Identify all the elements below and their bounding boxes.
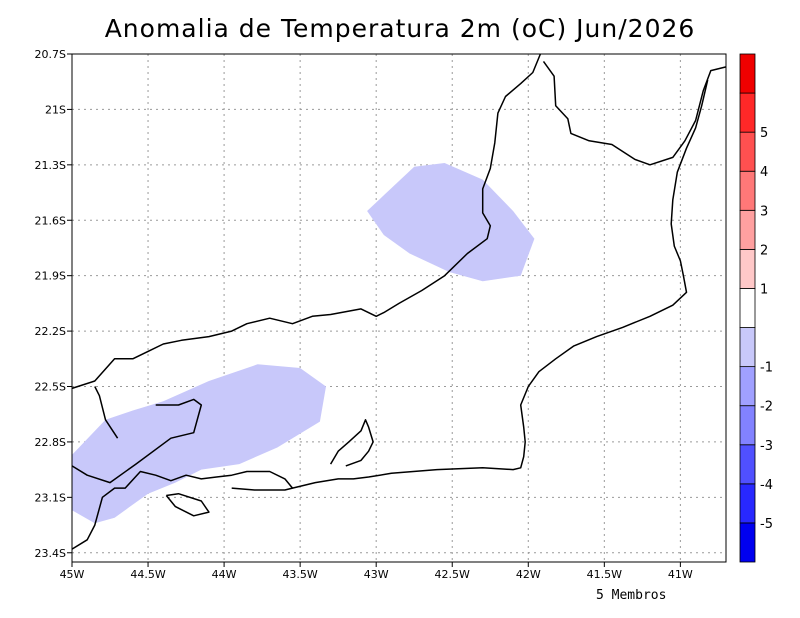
colorbar-label: 3: [760, 204, 768, 219]
lat-tick-label: 21.6S: [35, 214, 66, 227]
colorbar-label: 2: [760, 243, 768, 258]
map-frame: [71, 53, 727, 563]
ilha-grande-outline: [165, 492, 210, 517]
lat-tick-label: 20.7S: [35, 48, 66, 61]
axis-ticks: 45W 44.5W 44W 43.5W 43W 42.5W 42W 41.5W 41W 20.7S…: [35, 48, 693, 581]
municipal-border-line: [71, 398, 203, 484]
lat-tick-label: 22.2S: [35, 325, 66, 338]
guanabara-bay-outline: [329, 419, 374, 467]
lat-tick-label: 21.3S: [35, 159, 66, 172]
lat-tick-label: 22.8S: [35, 436, 66, 449]
lat-tick-label: 23.1S: [35, 491, 66, 504]
chart-title: Anomalia de Temperatura 2m (oC) Jun/2026: [104, 14, 696, 43]
colorbar-label: -2: [760, 400, 773, 415]
colorbar-segment: [739, 444, 756, 485]
colorbar-label: -4: [760, 478, 773, 493]
colorbar-label: -3: [760, 439, 773, 454]
lat-tick-label: 21.9S: [35, 270, 66, 283]
gridlines: [72, 54, 726, 562]
lat-tick-label: 22.5S: [35, 381, 66, 394]
ensemble-members-label: 5 Membros: [596, 588, 667, 603]
colorbar-label: 4: [760, 165, 768, 180]
colorbar-segment: [739, 209, 756, 250]
colorbar-segment: [739, 131, 756, 172]
colorbar-segment: [739, 248, 756, 289]
anomaly-regions: [72, 163, 535, 524]
north-anomaly-region: [367, 163, 535, 282]
colorbar-label: -5: [760, 517, 773, 532]
lon-tick-label: 44W: [212, 568, 237, 581]
colorbar-segment: [739, 327, 756, 368]
colorbar-segment: [739, 405, 756, 446]
colorbar-segment: [739, 92, 756, 133]
colorbar-label: 5: [760, 126, 768, 141]
colorbar: -5 -4 -3 -2 -1 1 2 3 4 5: [739, 53, 773, 563]
map-boundaries: [71, 53, 727, 550]
lon-tick-label: 41W: [668, 568, 693, 581]
colorbar-segment: [739, 522, 756, 563]
lon-tick-label: 43W: [364, 568, 389, 581]
lon-tick-label: 43.5W: [282, 568, 317, 581]
colorbar-segment: [739, 170, 756, 211]
colorbar-segment: [739, 483, 756, 524]
municipal-border-line: [94, 386, 119, 439]
lon-tick-label: 41.5W: [587, 568, 622, 581]
lat-tick-label: 21S: [45, 103, 66, 116]
lat-tick-label: 23.4S: [35, 547, 66, 560]
colorbar-segment: [739, 53, 756, 94]
lon-tick-label: 42.5W: [435, 568, 470, 581]
state-border-line: [71, 53, 542, 390]
lon-tick-label: 45W: [60, 568, 85, 581]
colorbar-label: 1: [760, 282, 768, 297]
colorbar-label: -1: [760, 361, 773, 376]
colorbar-segment: [739, 366, 756, 407]
coastline: [231, 487, 293, 491]
colorbar-segment: [739, 288, 756, 328]
state-border-line: [542, 60, 727, 166]
lon-tick-label: 42W: [516, 568, 541, 581]
south-anomaly-region: [72, 364, 326, 524]
coastline: [71, 79, 709, 550]
lon-tick-label: 44.5W: [130, 568, 165, 581]
